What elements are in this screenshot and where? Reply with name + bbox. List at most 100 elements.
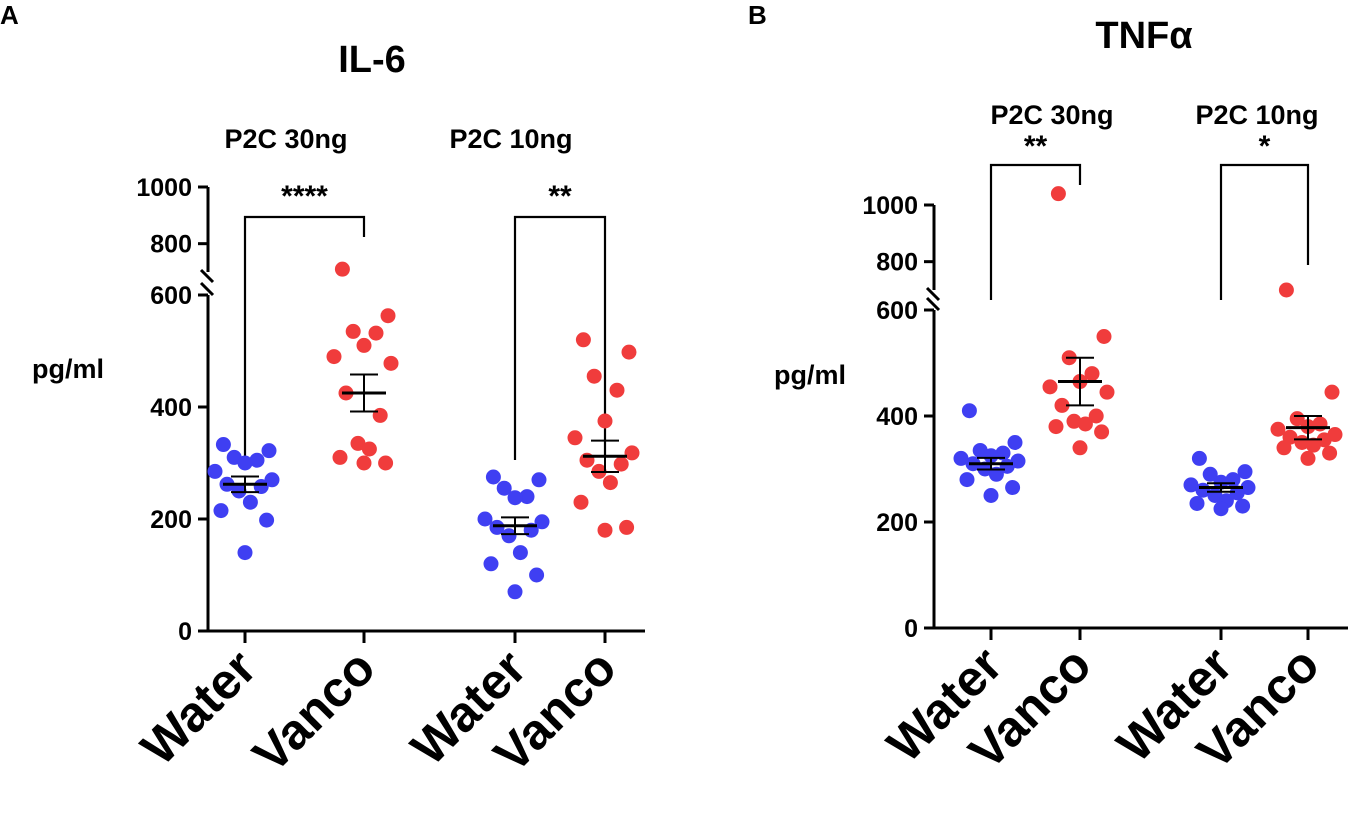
- data-point: [953, 450, 969, 466]
- panel-b: B TNFα pg/ml P2C 30ng P2C 10ng 0 200 400 60…: [748, 0, 1348, 780]
- data-point: [586, 368, 602, 384]
- group-label: P2C 10ng: [1195, 100, 1318, 130]
- data-point: [988, 466, 1004, 482]
- data-point: [529, 567, 545, 583]
- significance-bracket: [243, 215, 366, 460]
- data-point: [961, 403, 977, 419]
- data-point: [380, 308, 396, 324]
- data-point: [489, 519, 505, 535]
- data-point: [1050, 186, 1066, 202]
- data-point: [1094, 424, 1110, 440]
- data-point: [501, 528, 517, 544]
- data-point: [1088, 408, 1104, 424]
- data-point: [1072, 440, 1088, 456]
- data-point: [237, 455, 253, 471]
- data-point: [372, 407, 388, 423]
- data-point: [602, 475, 618, 491]
- data-point: [215, 437, 231, 453]
- panel-label: A: [0, 0, 19, 30]
- y-tick-label: 400: [150, 394, 192, 422]
- y-tick-label: 200: [876, 509, 918, 537]
- data-point: [624, 445, 640, 461]
- significance-bracket: [513, 215, 607, 460]
- data-point: [378, 455, 394, 471]
- data-point: [1235, 498, 1251, 514]
- data-point: [1183, 477, 1199, 493]
- data-point: [350, 435, 366, 451]
- data-point: [983, 448, 999, 464]
- data-point: [1099, 384, 1115, 400]
- data-point: [597, 413, 613, 429]
- data-point: [619, 519, 635, 535]
- data-point: [507, 584, 523, 600]
- data-point: [345, 323, 361, 339]
- data-point: [368, 325, 384, 341]
- data-point: [259, 512, 275, 528]
- data-point: [1213, 501, 1229, 517]
- y-axis-label: pg/ml: [32, 354, 104, 384]
- data-point: [1042, 379, 1058, 395]
- group-label: P2C 30ng: [990, 100, 1113, 130]
- y-axis-label: pg/ml: [774, 360, 846, 390]
- data-point: [207, 463, 223, 479]
- group-label: P2C 10ng: [449, 124, 572, 154]
- data-point: [361, 441, 377, 457]
- data-point: [609, 382, 625, 398]
- data-point: [1077, 416, 1093, 432]
- y-tick-label: 800: [150, 231, 192, 259]
- data-point: [507, 490, 523, 506]
- significance-stars: ****: [281, 180, 328, 213]
- data-point: [483, 556, 499, 572]
- data-point: [332, 449, 348, 465]
- x-category-label: Vanco: [242, 639, 386, 783]
- data-point: [264, 472, 280, 488]
- data-point: [983, 488, 999, 503]
- data-point: [531, 472, 547, 488]
- axis-break-mark: [925, 296, 941, 312]
- data-point: [1322, 445, 1338, 461]
- group-label: P2C 30ng: [224, 124, 347, 154]
- y-tick-label: 0: [904, 615, 918, 643]
- data-point: [1289, 411, 1305, 427]
- data-point: [1276, 440, 1292, 456]
- y-tick-label: 400: [876, 403, 918, 431]
- significance-stars: **: [1024, 130, 1048, 163]
- data-point: [496, 480, 512, 496]
- data-point: [237, 545, 253, 561]
- data-point: [573, 494, 589, 510]
- data-point: [995, 445, 1011, 461]
- data-point: [1191, 450, 1207, 466]
- data-point: [213, 503, 229, 519]
- data-point: [356, 455, 372, 471]
- data-point: [1054, 397, 1070, 413]
- data-point: [1229, 485, 1245, 501]
- data-point: [356, 337, 372, 353]
- significance-stars: **: [548, 180, 572, 213]
- chart-title: IL-6: [338, 39, 406, 81]
- y-tick-label: 200: [150, 506, 192, 534]
- data-point: [534, 514, 550, 530]
- data-point: [326, 349, 342, 365]
- data-point: [231, 483, 247, 499]
- data-point: [1189, 495, 1205, 511]
- significance-stars: *: [1259, 130, 1271, 163]
- data-point: [1213, 474, 1229, 490]
- data-point: [1005, 480, 1021, 496]
- y-tick-label: 0: [178, 618, 192, 646]
- data-point: [1278, 282, 1294, 298]
- data-point: [1096, 329, 1112, 344]
- axis-break-mark: [199, 268, 215, 284]
- data-point: [1305, 437, 1321, 453]
- data-point: [1300, 450, 1316, 466]
- data-point: [1324, 384, 1340, 400]
- data-point: [1237, 464, 1253, 480]
- data-point: [242, 494, 258, 510]
- data-point: [1202, 466, 1218, 482]
- data-point: [249, 452, 265, 468]
- significance-bracket: [989, 163, 1082, 300]
- y-tick-label: 1000: [862, 192, 918, 220]
- axis-break-mark: [925, 286, 941, 302]
- data-point: [959, 472, 975, 488]
- data-point: [613, 456, 629, 472]
